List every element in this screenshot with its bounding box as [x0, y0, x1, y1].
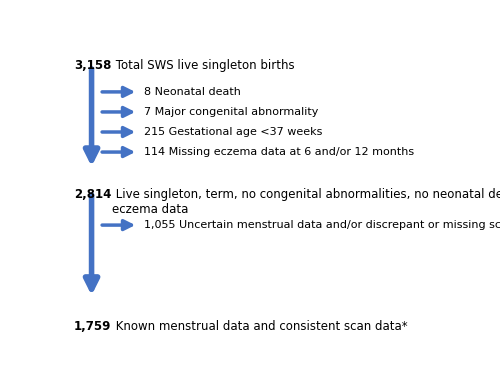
Text: 1,759: 1,759 [74, 320, 112, 333]
Text: Known menstrual data and consistent scan data*: Known menstrual data and consistent scan… [112, 320, 407, 333]
Text: Total SWS live singleton births: Total SWS live singleton births [112, 59, 294, 72]
Text: 3,158: 3,158 [74, 59, 112, 72]
Text: 114 Missing eczema data at 6 and/or 12 months: 114 Missing eczema data at 6 and/or 12 m… [144, 147, 414, 157]
Text: 215 Gestational age <37 weeks: 215 Gestational age <37 weeks [144, 127, 322, 137]
Text: 7 Major congenital abnormality: 7 Major congenital abnormality [144, 107, 318, 117]
Text: 8 Neonatal death: 8 Neonatal death [144, 87, 241, 97]
Text: 1,055 Uncertain menstrual data and/or discrepant or missing scan data: 1,055 Uncertain menstrual data and/or di… [144, 220, 500, 230]
Text: Live singleton, term, no congenital abnormalities, no neonatal death, no missing: Live singleton, term, no congenital abno… [112, 188, 500, 216]
Text: 2,814: 2,814 [74, 188, 112, 201]
